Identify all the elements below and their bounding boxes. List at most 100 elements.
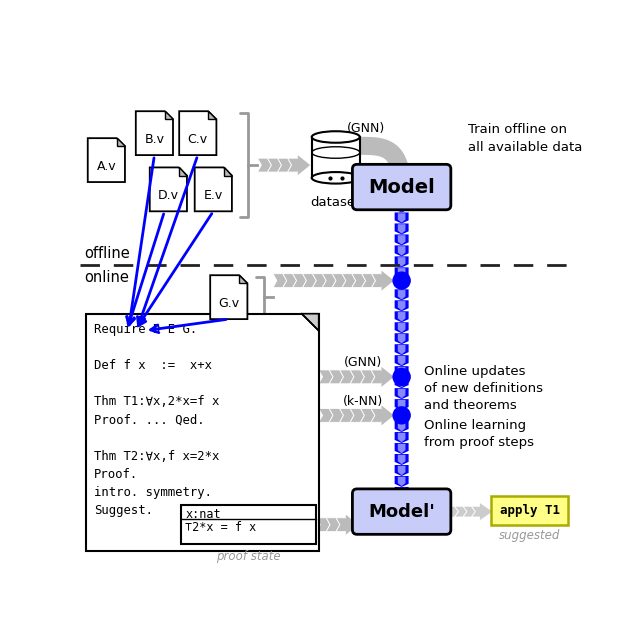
Text: proof state: proof state: [216, 550, 281, 563]
Polygon shape: [395, 443, 408, 454]
Polygon shape: [301, 314, 319, 330]
Polygon shape: [372, 274, 385, 288]
Text: Online updates
of new definitions
and theorems: Online updates of new definitions and th…: [424, 366, 543, 412]
Polygon shape: [398, 257, 406, 267]
Text: dataset: dataset: [310, 196, 361, 209]
Polygon shape: [239, 275, 248, 283]
Polygon shape: [395, 498, 408, 509]
Polygon shape: [329, 408, 344, 422]
Polygon shape: [342, 274, 356, 288]
Polygon shape: [179, 111, 216, 155]
Polygon shape: [381, 405, 394, 426]
Polygon shape: [371, 408, 385, 422]
Text: ⊤2*x = f x: ⊤2*x = f x: [186, 521, 257, 534]
Polygon shape: [395, 509, 408, 520]
Polygon shape: [398, 290, 406, 299]
Text: apply T1: apply T1: [499, 505, 559, 517]
Bar: [312, 137, 360, 178]
Polygon shape: [346, 515, 358, 535]
Polygon shape: [395, 278, 408, 289]
Polygon shape: [398, 323, 406, 332]
Polygon shape: [398, 466, 406, 475]
Polygon shape: [398, 202, 406, 212]
Polygon shape: [398, 400, 406, 410]
Text: B.v: B.v: [145, 133, 164, 146]
FancyBboxPatch shape: [353, 489, 451, 534]
Polygon shape: [319, 370, 333, 384]
Polygon shape: [398, 246, 406, 256]
Polygon shape: [395, 311, 408, 322]
Polygon shape: [480, 503, 492, 520]
Polygon shape: [116, 138, 125, 146]
Polygon shape: [398, 455, 406, 464]
Polygon shape: [395, 202, 408, 212]
Polygon shape: [398, 191, 406, 201]
Polygon shape: [395, 191, 408, 202]
Circle shape: [393, 272, 410, 289]
Polygon shape: [398, 521, 406, 530]
Polygon shape: [323, 274, 336, 288]
Polygon shape: [395, 487, 408, 498]
Text: Proof.: Proof.: [94, 468, 138, 480]
Polygon shape: [319, 408, 333, 422]
Polygon shape: [395, 322, 408, 333]
Polygon shape: [326, 518, 340, 531]
Polygon shape: [398, 213, 406, 223]
Polygon shape: [395, 223, 408, 234]
Polygon shape: [268, 158, 282, 172]
Polygon shape: [195, 167, 232, 211]
Polygon shape: [398, 389, 406, 398]
Polygon shape: [398, 224, 406, 234]
Polygon shape: [292, 274, 307, 288]
Polygon shape: [360, 408, 375, 422]
Bar: [86, 314, 319, 551]
Polygon shape: [329, 370, 344, 384]
Polygon shape: [336, 518, 349, 531]
Polygon shape: [360, 370, 375, 384]
Polygon shape: [210, 275, 248, 319]
Polygon shape: [381, 271, 394, 291]
Text: suggested: suggested: [499, 530, 560, 542]
Text: intro. symmetry.: intro. symmetry.: [94, 486, 212, 499]
Polygon shape: [395, 246, 408, 256]
Polygon shape: [472, 506, 484, 517]
Polygon shape: [257, 158, 271, 172]
Text: offline: offline: [84, 246, 130, 260]
Text: (GNN): (GNN): [348, 122, 386, 135]
Text: C.v: C.v: [188, 133, 208, 146]
Polygon shape: [350, 408, 364, 422]
Text: Proof. ... Qed.: Proof. ... Qed.: [94, 413, 205, 426]
Polygon shape: [395, 256, 408, 267]
Polygon shape: [395, 520, 408, 531]
Polygon shape: [350, 370, 364, 384]
Polygon shape: [398, 510, 406, 519]
Polygon shape: [208, 111, 216, 119]
FancyBboxPatch shape: [353, 165, 451, 210]
Polygon shape: [150, 167, 187, 211]
Ellipse shape: [312, 172, 360, 184]
Polygon shape: [398, 378, 406, 387]
Bar: [180, 505, 316, 544]
Polygon shape: [446, 506, 458, 517]
Text: Model: Model: [368, 177, 435, 197]
Polygon shape: [398, 367, 406, 376]
Polygon shape: [395, 465, 408, 476]
Polygon shape: [398, 356, 406, 366]
Text: Def f x  :=  x+x: Def f x := x+x: [94, 359, 212, 372]
Polygon shape: [398, 433, 406, 442]
Polygon shape: [88, 138, 125, 182]
Polygon shape: [362, 274, 376, 288]
Polygon shape: [312, 274, 326, 288]
Polygon shape: [395, 377, 408, 388]
Polygon shape: [288, 158, 301, 172]
Polygon shape: [398, 334, 406, 343]
Polygon shape: [395, 212, 408, 223]
Polygon shape: [165, 111, 173, 119]
Polygon shape: [398, 499, 406, 508]
Polygon shape: [395, 267, 408, 278]
Text: Train offline on
all available data: Train offline on all available data: [467, 122, 582, 154]
Text: (GNN): (GNN): [344, 357, 382, 369]
Polygon shape: [301, 314, 319, 330]
Text: Thm T1:∀x,2*x=f x: Thm T1:∀x,2*x=f x: [94, 396, 220, 408]
Polygon shape: [395, 289, 408, 300]
